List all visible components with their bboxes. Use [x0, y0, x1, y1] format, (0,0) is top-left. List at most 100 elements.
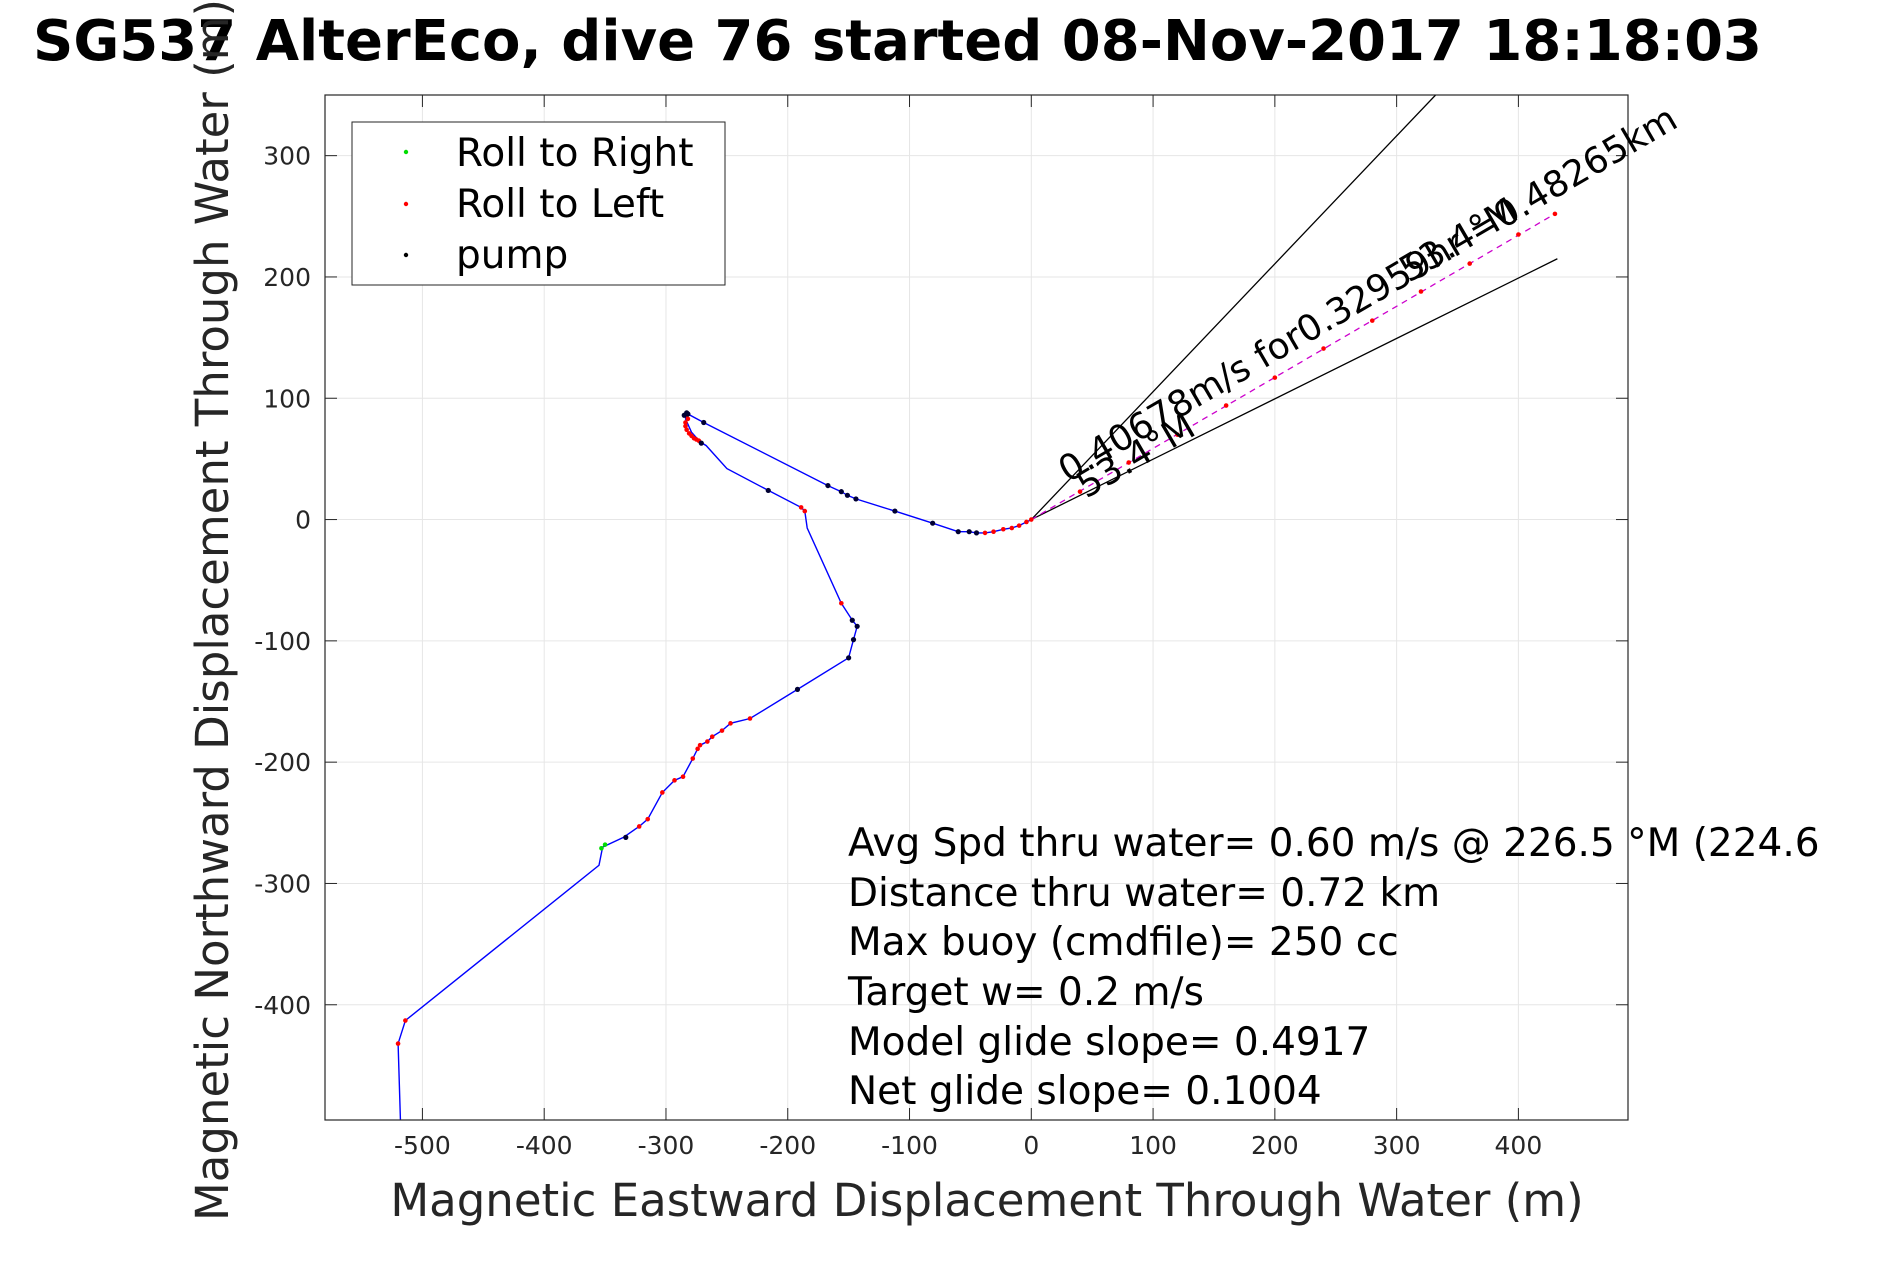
pump-point	[854, 623, 860, 629]
pump-point	[825, 482, 831, 489]
pump-point	[850, 637, 857, 643]
x-tick-label: -500	[394, 1131, 451, 1160]
legend-marker-roll-left	[403, 201, 409, 207]
roll-left-point	[1467, 261, 1472, 266]
legend-label-roll-left: Roll to Left	[456, 182, 664, 227]
pump-point	[838, 489, 844, 495]
pump-point	[701, 419, 707, 426]
dive-stats-block: Avg Spd thru water= 0.60 m/s @ 226.5 °M …	[847, 821, 1820, 1114]
stats-line-target-w: Target w= 0.2 m/s	[847, 970, 1204, 1015]
pump-point	[698, 440, 704, 446]
pump-point	[973, 530, 980, 536]
roll-left-point	[1552, 211, 1558, 217]
roll-left-point	[636, 824, 642, 829]
roll-left-point	[403, 1018, 408, 1023]
roll-left-point	[1024, 519, 1029, 525]
roll-left-point	[672, 778, 677, 783]
stats-line-distance: Distance thru water= 0.72 km	[848, 871, 1440, 916]
y-tick-label: 0	[295, 506, 311, 535]
y-tick-label: 100	[263, 384, 311, 413]
heading-line-group	[1030, 213, 1556, 521]
roll-left-point	[747, 716, 753, 721]
tick-labels: -500 -400 -300 -200 -100 0 100 200 300 400 300 200 1…	[254, 142, 1542, 1160]
roll-left-point	[705, 739, 710, 744]
roll-left-point	[1321, 346, 1326, 351]
roll-left-point	[719, 728, 725, 733]
roll-left-point	[991, 529, 996, 534]
roll-left-point	[1028, 517, 1034, 522]
legend-label-pump: pump	[456, 233, 568, 278]
legend-box	[351, 121, 726, 286]
x-tick-label: -100	[881, 1131, 938, 1160]
roll-left-point	[1016, 523, 1022, 528]
x-axis-label: Magnetic Eastward Displacement Through W…	[390, 1174, 1583, 1227]
roll-left-point	[645, 816, 651, 822]
x-tick-label: 0	[1023, 1131, 1039, 1160]
stats-line-net-glide: Net glide slope= 0.1004	[848, 1069, 1322, 1114]
pump-point	[794, 686, 801, 692]
roll-right-point	[602, 842, 608, 847]
roll-left-point	[1369, 318, 1375, 323]
y-tick-label: -300	[254, 869, 311, 898]
pump-point	[681, 412, 687, 418]
x-tick-label: 400	[1495, 1131, 1543, 1160]
legend-marker-roll-right	[403, 149, 409, 155]
plot-frame	[324, 94, 1629, 1121]
x-tick-label: 100	[1129, 1131, 1177, 1160]
legend-label-roll-right: Roll to Right	[456, 131, 694, 176]
stats-line-model-glide: Model glide slope= 0.4917	[848, 1020, 1370, 1065]
roll-left-point	[802, 508, 808, 514]
roll-left-point	[798, 505, 804, 510]
roll-left-point	[709, 734, 715, 739]
pump-point	[955, 529, 961, 535]
roll-left-point	[1272, 375, 1278, 380]
pump-point	[844, 492, 851, 498]
roll-left-point	[695, 746, 700, 752]
pump-point	[849, 617, 855, 623]
stats-line-max-buoy: Max buoy (cmdfile)= 250 cc	[848, 920, 1399, 965]
roll-left-point	[680, 774, 686, 780]
cone-line	[1030, 95, 1437, 521]
roll-left-point	[690, 756, 696, 761]
roll-left-point	[839, 600, 844, 606]
roll-left-point	[395, 1041, 401, 1046]
pump-point	[853, 496, 859, 502]
roll-left-point	[1126, 460, 1132, 465]
heading-cone	[1030, 95, 1558, 521]
chart-title: SG537 AlterEco, dive 76 started 08-Nov-2…	[33, 9, 1762, 74]
plot-area	[395, 95, 1558, 1120]
roll-left-point	[1175, 432, 1180, 437]
roll-left-point	[683, 420, 688, 425]
roll-left-point	[1516, 232, 1521, 237]
y-tick-label: 200	[263, 263, 311, 292]
cone-line	[1031, 258, 1558, 521]
heading-line	[1030, 213, 1556, 521]
pump-point	[623, 834, 629, 840]
roll-right-point	[599, 845, 604, 851]
roll-left-point	[1000, 526, 1006, 532]
pump-point	[846, 655, 852, 661]
x-tick-label: -200	[759, 1131, 816, 1160]
y-tick-label: -400	[254, 991, 311, 1020]
roll-left-point	[660, 790, 665, 795]
x-tick-label: 200	[1251, 1131, 1299, 1160]
legend: Roll to Right Roll to Left pump	[351, 121, 726, 286]
axes	[325, 95, 1628, 1120]
roll-left-point	[685, 416, 691, 422]
pump-point	[892, 508, 898, 514]
x-tick-label: -400	[516, 1131, 573, 1160]
roll-left-point	[1009, 525, 1015, 531]
roll-left-point	[1077, 489, 1083, 494]
pump-point	[930, 520, 936, 526]
roll-left-point	[1223, 403, 1229, 408]
y-tick-label: -100	[254, 627, 311, 656]
marker-group	[395, 211, 1558, 1046]
roll-left-point	[1418, 289, 1424, 294]
pump-point	[966, 529, 972, 535]
y-tick-label: 300	[263, 142, 311, 171]
stats-line-avg-speed: Avg Spd thru water= 0.60 m/s @ 226.5 °M …	[848, 821, 1820, 866]
pump-point	[765, 487, 771, 494]
x-tick-label: -300	[638, 1131, 695, 1160]
